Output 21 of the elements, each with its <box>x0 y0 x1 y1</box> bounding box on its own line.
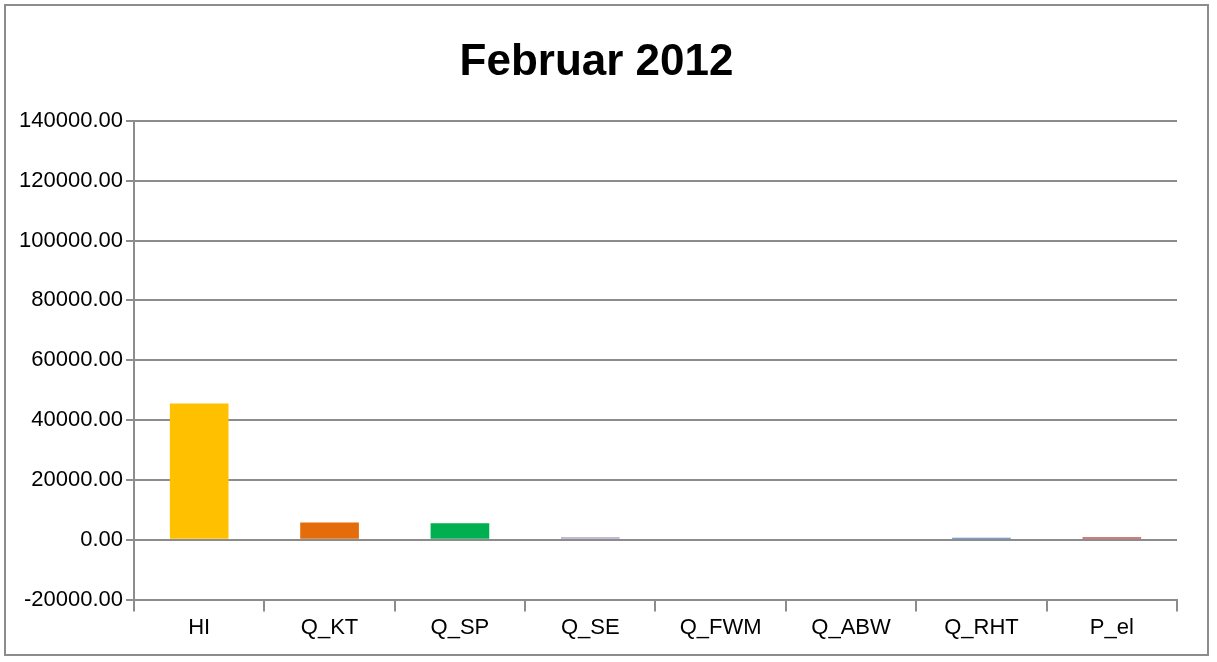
chart-title: Februar 2012 <box>459 34 734 84</box>
y-tick-label: -20000.00 <box>23 585 123 611</box>
x-tick-label: Q_SE <box>560 613 620 639</box>
y-tick-label: 120000.00 <box>19 166 123 192</box>
y-tick-label: 140000.00 <box>19 106 123 132</box>
x-tick-label: Q_ABW <box>811 613 892 639</box>
y-tick-label: 20000.00 <box>31 465 123 491</box>
y-tick-label: 40000.00 <box>31 406 123 432</box>
x-tick-label: Q_FWM <box>679 613 762 639</box>
y-tick-label: 80000.00 <box>31 286 123 312</box>
x-tick-label: P_el <box>1089 613 1134 639</box>
x-tick-label: Q_RHT <box>944 613 1019 639</box>
bar <box>430 523 490 539</box>
y-tick-label: 0.00 <box>80 525 123 551</box>
x-tick-label: Q_KT <box>300 613 359 639</box>
y-tick-label: 100000.00 <box>19 226 123 252</box>
x-tick-label: HI <box>188 613 211 639</box>
x-tick-label: Q_SP <box>430 613 490 639</box>
bar <box>169 403 229 539</box>
bar <box>300 522 359 539</box>
y-tick-label: 60000.00 <box>31 346 123 372</box>
